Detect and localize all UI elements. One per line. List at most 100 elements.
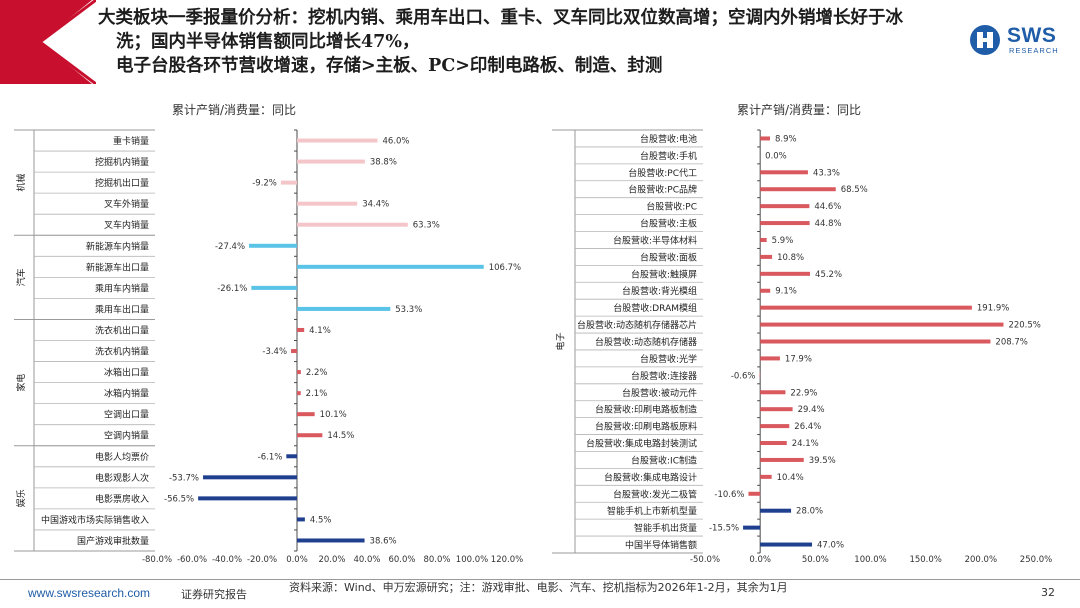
right-data-label: 10.4%: [777, 473, 804, 483]
right-data-label: 9.1%: [775, 287, 797, 297]
right-bar: [760, 237, 767, 242]
right-x-tick-label: 0.0%: [749, 555, 771, 565]
right-category-label: 台股营收:集成电路设计: [604, 471, 697, 483]
left-data-label: 4.5%: [310, 515, 332, 525]
right-category-label: 台股营收:发光二极管: [613, 488, 697, 500]
right-category-label: 台股营收:主板: [640, 218, 697, 230]
right-bar: [760, 288, 771, 293]
right-data-label: 43.3%: [813, 168, 840, 178]
left-x-tick-label: 100.0%: [456, 555, 488, 565]
right-category-label: 台股营收:被动元件: [622, 387, 697, 399]
right-category-label: 台股营收:集成电路封装测试: [586, 438, 697, 450]
left-x-tick-label: 0.0%: [286, 555, 308, 565]
right-category-label: 台股营收:DRAM模组: [613, 302, 697, 314]
left-category-label: 新能源车内销量: [86, 240, 149, 252]
right-data-label: 47.0%: [817, 541, 844, 551]
right-bar: [760, 356, 780, 361]
left-data-label: 53.3%: [395, 305, 422, 315]
left-data-label: 10.1%: [320, 410, 347, 420]
right-category-label: 台股营收:印刷电路板原料: [595, 421, 697, 433]
right-data-label: 208.7%: [995, 338, 1027, 348]
left-bar: [297, 264, 484, 269]
right-x-tick-label: 200.0%: [965, 555, 997, 565]
right-bar: [760, 542, 813, 547]
left-category-label: 叉车外销量: [104, 198, 149, 210]
right-category-label: 台股营收:光学: [640, 353, 697, 365]
left-bar: [249, 243, 297, 248]
right-bar: [748, 491, 761, 496]
right-category-label: 台股营收:印刷电路板制造: [595, 404, 697, 416]
right-data-label: 39.5%: [809, 456, 836, 466]
right-bar: [760, 136, 770, 141]
right-bar: [760, 441, 787, 446]
left-category-label: 国产游戏审批数量: [77, 535, 149, 547]
right-bar: [760, 508, 792, 513]
right-category-label: 台股营收:背光模组: [622, 285, 697, 297]
left-category-label: 叉车内销量: [104, 219, 149, 231]
left-x-tick-label: 120.0%: [491, 555, 523, 565]
left-data-label: -6.1%: [258, 452, 283, 462]
left-bar: [297, 538, 365, 543]
right-data-label: 10.8%: [777, 253, 804, 263]
right-data-label: 44.8%: [815, 219, 842, 229]
right-bar: [760, 170, 808, 175]
right-category-label: 台股营收:动态随机存储器: [595, 336, 697, 348]
left-data-label: -9.2%: [252, 179, 277, 189]
left-category-label: 中国游戏市场实际销售收入: [41, 514, 149, 526]
right-group-label: 电子: [555, 332, 567, 350]
left-data-label: -26.1%: [217, 284, 247, 294]
left-bar: [297, 327, 305, 332]
headline-line-1: 大类板块一季报量价分析：挖机内销、乘用车出口、重卡、叉车同比双位数高增；空调内外…: [98, 8, 903, 28]
left-bar: [297, 306, 391, 311]
footer-source-note: 资料来源：Wind、申万宏源研究；注：游戏审批、电影、汽车、挖机指标为2026年…: [289, 581, 788, 594]
sws-logo-icon: [970, 25, 1000, 55]
right-bar: [760, 457, 804, 462]
left-x-tick-label: 20.0%: [318, 555, 345, 565]
left-x-tick-label: -60.0%: [177, 555, 207, 565]
header-chevron: [37, 0, 96, 84]
right-x-tick-label: 100.0%: [854, 555, 886, 565]
left-data-label: 4.1%: [309, 326, 331, 336]
left-bar: [297, 517, 305, 522]
right-bar: [760, 271, 811, 276]
right-bar: [743, 525, 761, 530]
left-data-label: 38.6%: [370, 536, 397, 546]
right-bar: [760, 407, 793, 412]
left-category-label: 重卡销量: [113, 135, 149, 147]
left-category-label: 乘用车内销量: [95, 282, 149, 294]
left-bar: [297, 201, 358, 206]
left-category-label: 电影人均票价: [95, 451, 149, 463]
left-group-label: 家电: [15, 374, 27, 392]
right-bar: [760, 187, 836, 192]
headline-line-3: 电子台股各环节营收增速，存储>主板、PC>印制电路板、制造、封测: [116, 56, 663, 76]
right-bar: [760, 424, 790, 429]
left-category-label: 乘用车出口量: [95, 303, 149, 315]
left-bar: [286, 454, 297, 459]
right-data-label: 28.0%: [796, 507, 823, 517]
right-data-label: 26.4%: [794, 422, 821, 432]
left-bar: [297, 370, 301, 375]
left-category-label: 电影观影人次: [95, 472, 149, 484]
left-bar: [297, 433, 323, 438]
left-data-label: 38.8%: [370, 158, 397, 168]
right-data-label: 45.2%: [815, 270, 842, 280]
right-data-label: 24.1%: [792, 439, 819, 449]
left-data-label: 2.2%: [306, 368, 328, 378]
footer-website-link[interactable]: www.swsresearch.com: [28, 586, 151, 600]
left-bar: [203, 475, 297, 480]
left-category-label: 洗衣机出口量: [95, 324, 149, 336]
left-x-tick-label: 60.0%: [388, 555, 415, 565]
right-data-label: 5.9%: [772, 236, 794, 246]
right-data-label: 29.4%: [798, 405, 825, 415]
right-data-label: 17.9%: [785, 354, 812, 364]
logo-subtext: RESEARCH: [1009, 46, 1059, 55]
left-category-label: 冰箱出口量: [104, 367, 149, 379]
right-bar: [760, 339, 991, 344]
left-data-label: 2.1%: [306, 389, 328, 399]
left-bar: [297, 222, 408, 227]
right-category-label: 台股营收:动态随机存储器芯片: [577, 319, 697, 331]
right-bar: [760, 305, 972, 310]
footer-divider: [0, 579, 1080, 580]
left-bar: [251, 285, 297, 290]
